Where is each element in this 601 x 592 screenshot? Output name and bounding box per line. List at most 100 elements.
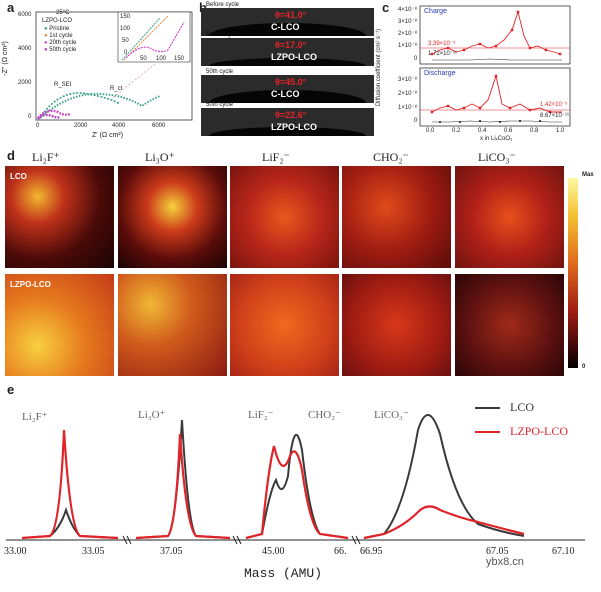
discharge-black-points	[438, 119, 542, 124]
discharge-black-series	[432, 120, 562, 123]
x-tick-label: 37.05	[160, 546, 183, 557]
row-label-lzpo-lco: LZPO-LCO	[10, 280, 51, 289]
charge-title: Charge	[424, 8, 447, 15]
tof-map-lco-lif2	[230, 166, 339, 268]
x-tick-label: 33.00	[4, 546, 27, 557]
panel-c-xtick: 0.4	[478, 128, 487, 134]
watermark: ybx8.cn	[486, 556, 524, 568]
inset-curve-1	[121, 17, 161, 61]
inset-ytick: 100	[120, 26, 131, 32]
discharge-red-value: 1.42×10⁻⁹	[540, 102, 568, 108]
panel-e-xlabel: Mass (AMU)	[244, 566, 323, 581]
panel-a-sample: LZPO-LCO	[42, 18, 73, 24]
panel-c-ytick-top: 2×10⁻⁸	[398, 31, 418, 37]
r-sei-label: R_SEI	[54, 82, 72, 88]
sample-label: C-LCO	[271, 89, 300, 99]
inset-xtick: 150	[174, 56, 185, 62]
panel-c-ytick-top: 0	[414, 56, 418, 62]
inset-xtick: 50	[140, 56, 147, 62]
panel-a-legend: ● Pristine ● 1st cycle ● 20th cycle ● 50…	[44, 26, 77, 53]
legend-20th-cycle: 20th cycle	[49, 40, 77, 46]
panel-a-temp: 25°C	[56, 10, 70, 16]
lif2-cho2-lco-spectrum	[245, 433, 349, 539]
panel-c-ytick-top: 3×10⁻⁸	[398, 19, 418, 25]
row-caption: 50th cycle	[206, 102, 234, 108]
panel-a-xtick: 6000	[152, 123, 166, 129]
inset-ytick: 50	[122, 38, 129, 44]
scale-max-label: Max	[582, 172, 594, 178]
row-caption: 50th cycle	[206, 69, 234, 75]
panel-a-xtick: 2000	[74, 123, 88, 129]
panel-e-letter: e	[7, 382, 15, 397]
panel-a-inset-frame	[117, 11, 191, 63]
diffusion-tail	[109, 59, 161, 101]
discharge-red-points	[430, 74, 552, 114]
charge-frame	[419, 5, 571, 65]
legend-pristine: Pristine	[49, 26, 70, 32]
panel-c-ytick-bottom: 2×10⁻⁸	[398, 91, 418, 97]
tof-map-lzpo-lif2	[230, 274, 339, 376]
x-tick-label: 66.95	[360, 546, 383, 557]
charge-black-series	[432, 58, 562, 61]
panel-a-ytick: 2000	[18, 80, 32, 86]
charge-black-value: 1.72×10⁻¹¹	[428, 51, 458, 57]
panel-a-ytick: 0	[28, 114, 32, 120]
panel-c-xtick: 0.8	[530, 128, 539, 134]
panel-c-ytick-top: 4×10⁻⁸	[398, 7, 418, 13]
row-label-lco: LCO	[10, 172, 27, 181]
panel-c-letter: c	[382, 0, 390, 15]
legend-50th-cycle: 50th cycle	[49, 47, 77, 53]
sample-label: LZPO-LCO	[271, 122, 317, 132]
theta-value: θ=45.0°	[275, 77, 307, 87]
panel-c-xtick: 1.0	[556, 128, 565, 134]
panel-c-diffusion-plot	[419, 5, 571, 127]
theta-value: θ=22.6°	[275, 110, 307, 120]
sample-label: C-LCO	[271, 22, 300, 32]
panel-a-xtick: 4000	[112, 123, 126, 129]
panel-a-letter: a	[7, 0, 15, 15]
panel-c-xtick: 0.0	[426, 128, 435, 134]
row-caption: Before cycle	[206, 32, 240, 38]
map-title-lico3: LiCO₃⁻	[478, 150, 516, 164]
charge-red-points	[430, 10, 562, 56]
panel-c-xlabel: x in LiₓCoO₂	[480, 136, 513, 142]
legend-1st-cycle: 1st cycle	[49, 33, 73, 39]
tof-map-lzpo-li3o	[118, 274, 227, 376]
panel-c-ylabel: Diffusion coefficient (cm² s⁻¹)	[376, 28, 383, 107]
peak-label-lico3: LiCO₃⁻	[374, 409, 409, 421]
li2f-lco-spectrum	[21, 506, 119, 539]
charge-red-value: 3.39×10⁻⁹	[428, 41, 456, 47]
charge-red-series	[431, 10, 561, 55]
row-caption: Before cycle	[206, 2, 240, 8]
panel-c-xtick: 0.6	[504, 128, 513, 134]
panel-c-ytick-bottom: 0	[414, 118, 418, 124]
tof-map-lco-lico3	[455, 166, 564, 268]
map-title-li3o: Li₃O⁺	[145, 150, 175, 164]
map-title-li2f: Li₂F⁺	[32, 150, 60, 164]
first-cycle-curve	[39, 92, 161, 119]
peak-label-li2f: Li₂F⁺	[22, 411, 48, 423]
x-tick-label: 45.00	[262, 546, 285, 557]
map-title-cho2: CHO₂⁻	[373, 150, 409, 164]
x-tick-label: 67.05	[486, 546, 509, 557]
li3o-lzpo-spectrum	[135, 433, 231, 540]
fiftieth-cycle-curve	[37, 113, 61, 120]
peak-label-cho2: CHO₂⁻	[308, 409, 341, 421]
tof-map-lzpo-lico3	[455, 274, 564, 376]
panel-b-letter: b	[199, 0, 207, 15]
theta-value: θ=17.0°	[275, 40, 307, 50]
peak-label-lif2: LiF₂⁻	[248, 409, 274, 421]
panel-a-ylabel: -Z'' (Ω cm²)	[1, 41, 9, 76]
legend-lco-label: LCO	[510, 400, 534, 414]
panel-a-xlabel: Z' (Ω cm²)	[92, 132, 124, 139]
panel-c-ytick-bottom: 1×10⁻⁸	[398, 105, 418, 111]
droplet	[209, 90, 366, 103]
panel-e-spectra-plot	[6, 407, 585, 545]
li2f-lzpo-spectrum	[21, 429, 119, 540]
tof-map-lzpo-li2f	[5, 274, 114, 376]
droplet	[209, 58, 366, 66]
x-tick-label: 33.05	[82, 546, 105, 557]
sample-label: LZPO-LCO	[271, 52, 317, 62]
inset-ytick: 0	[124, 50, 128, 56]
axis-breaks	[122, 535, 361, 545]
